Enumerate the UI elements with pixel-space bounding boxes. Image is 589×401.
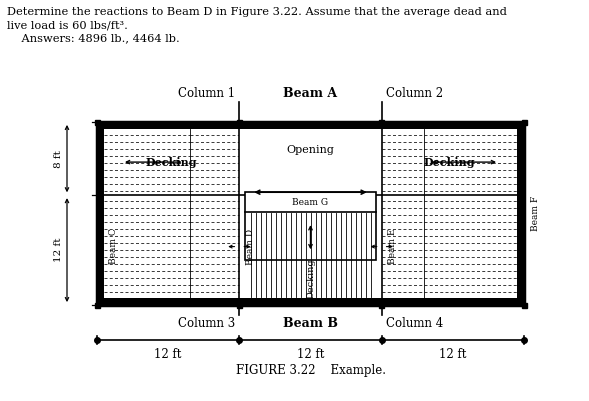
Text: FIGURE 3.22    Example.: FIGURE 3.22 Example.: [236, 364, 385, 377]
Text: Decking: Decking: [146, 157, 197, 168]
Text: Opening: Opening: [287, 145, 335, 155]
Text: Beam E: Beam E: [388, 229, 397, 264]
Bar: [97, 122, 524, 129]
Text: Beam B: Beam B: [283, 317, 338, 330]
Bar: [379, 302, 384, 308]
Bar: [237, 119, 242, 124]
Text: Beam C: Beam C: [110, 229, 118, 265]
Bar: [379, 119, 384, 124]
Text: 12 ft: 12 ft: [54, 238, 63, 262]
Text: 12 ft: 12 ft: [297, 348, 324, 361]
Bar: [104, 129, 517, 298]
Text: Determine the reactions to Beam D in Figure 3.22. Assume that the average dead a: Determine the reactions to Beam D in Fig…: [7, 7, 507, 17]
Text: Answers: 4896 lb., 4464 lb.: Answers: 4896 lb., 4464 lb.: [7, 33, 180, 43]
Text: Column 2: Column 2: [386, 87, 443, 100]
Bar: [239, 129, 382, 195]
Bar: [517, 122, 524, 305]
Text: Column 1: Column 1: [178, 87, 236, 100]
Bar: [246, 212, 376, 260]
Text: 8 ft: 8 ft: [54, 150, 63, 168]
Bar: [521, 302, 527, 308]
Text: 12 ft: 12 ft: [439, 348, 466, 361]
Bar: [94, 302, 100, 308]
Text: Beam F: Beam F: [531, 196, 541, 231]
Text: Decking: Decking: [306, 259, 315, 300]
Bar: [97, 122, 524, 305]
Text: Column 3: Column 3: [178, 317, 236, 330]
Text: Beam G: Beam G: [292, 198, 329, 207]
Bar: [94, 119, 100, 124]
Bar: [521, 119, 527, 124]
Bar: [237, 302, 242, 308]
Bar: [246, 192, 376, 260]
Bar: [97, 298, 524, 305]
Text: Column 4: Column 4: [386, 317, 443, 330]
Text: Beam A: Beam A: [283, 87, 337, 100]
Bar: [97, 122, 104, 305]
Text: 12 ft: 12 ft: [154, 348, 182, 361]
Text: Decking: Decking: [423, 157, 475, 168]
Bar: [246, 192, 376, 212]
Text: Beam D: Beam D: [246, 229, 255, 265]
Text: live load is 60 lbs/ft³.: live load is 60 lbs/ft³.: [7, 20, 128, 30]
